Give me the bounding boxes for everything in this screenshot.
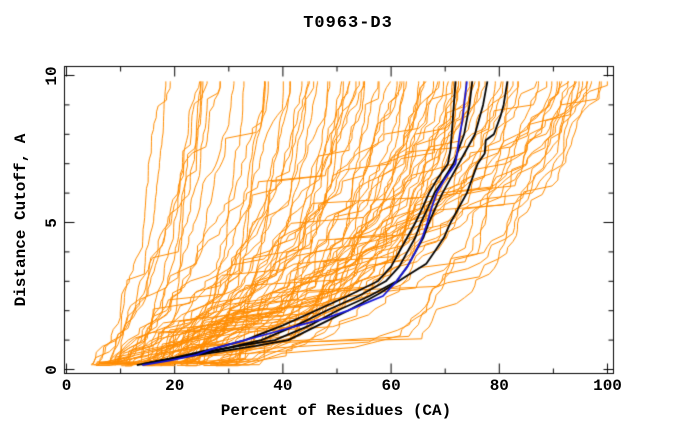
x-tick-label: 100	[593, 377, 622, 395]
x-tick-label: 80	[489, 377, 509, 395]
y-tick-label: 0	[43, 364, 61, 375]
x-tick-label: 40	[273, 377, 293, 395]
y-axis-title: Distance Cutoff, A	[12, 133, 30, 307]
chart-title: T0963-D3	[303, 14, 393, 33]
y-tick-label: 10	[43, 65, 61, 86]
x-tick-label: 20	[165, 377, 185, 395]
y-tick-label: 5	[43, 217, 61, 228]
x-tick-label: 0	[61, 377, 72, 395]
x-axis-title: Percent of Residues (CA)	[220, 402, 452, 420]
x-tick-label: 60	[381, 377, 401, 395]
